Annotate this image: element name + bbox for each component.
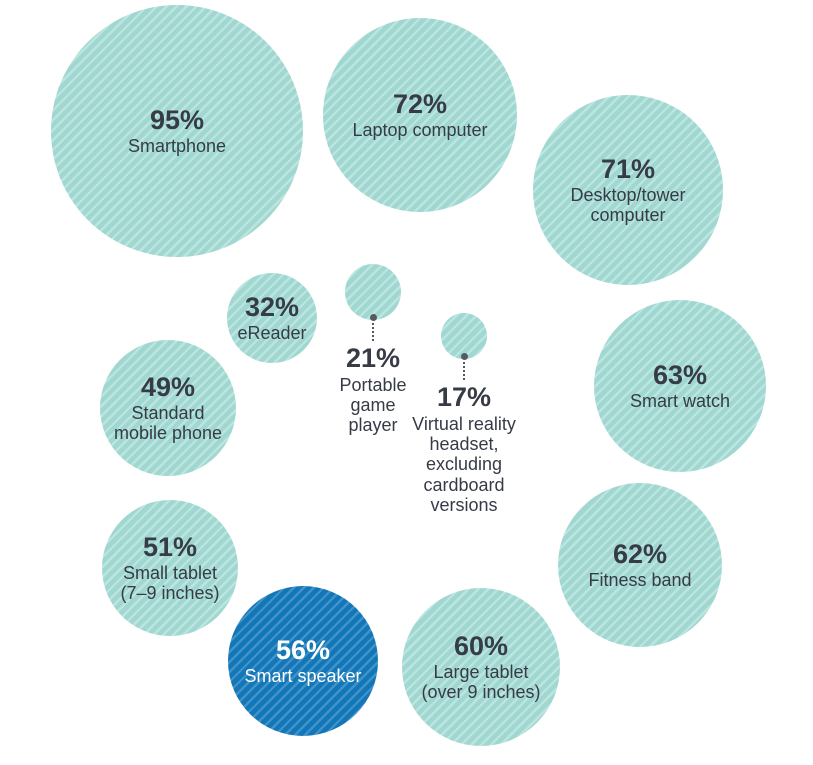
bubble-fitness-band: 62% Fitness band (558, 483, 722, 647)
bubble-label-desktop-tower-computer-line-1: computer (590, 204, 666, 225)
bubble-label-smart-speaker-line-0: Smart speaker (244, 665, 362, 686)
bubble-label-virtual-reality-headset-line-2: excluding (425, 454, 503, 475)
bubble-value-standard-mobile-phone: 49% (140, 371, 196, 402)
bubble-label-smart-watch-line-0: Smart watch (629, 390, 731, 411)
bubble-label-laptop-computer-line-0: Laptop computer (352, 119, 488, 140)
bubble-desktop-tower-computer: 71% Desktop/tower computer (533, 95, 723, 285)
bubble-value-ereader: 32% (244, 291, 300, 322)
bubble-external-label-virtual-reality-headset: 17% Virtual reality headset, excluding cardb… (374, 382, 554, 515)
bubble-label-smartphone-line-0: Smartphone (127, 135, 227, 156)
bubble-label-small-tablet-line-0: Small tablet (122, 562, 218, 583)
bubble-value-portable-game-player: 21% (345, 343, 401, 373)
bubble-value-smart-watch: 63% (652, 359, 708, 390)
bubble-large-tablet: 60% Large tablet (over 9 inches) (402, 588, 560, 746)
bubble-label-portable-game-player-line-1: game (350, 395, 396, 416)
bubble-value-fitness-band: 62% (612, 538, 668, 569)
bubble-external-label-portable-game-player: 21% Portable game player (283, 343, 463, 436)
bubble-laptop-computer: 72% Laptop computer (323, 18, 517, 212)
bubble-label-large-tablet-line-1: (over 9 inches) (421, 681, 541, 702)
bubble-small-tablet: 51% Small tablet (7–9 inches) (102, 500, 238, 636)
bubble-label-virtual-reality-headset-line-0: Virtual reality (412, 413, 516, 434)
bubble-value-laptop-computer: 72% (392, 88, 448, 119)
bubble-label-large-tablet-line-0: Large tablet (433, 661, 529, 682)
bubble-value-desktop-tower-computer: 71% (600, 153, 656, 184)
bubble-label-portable-game-player-line-0: Portable (339, 374, 407, 395)
bubble-value-smartphone: 95% (149, 104, 205, 135)
bubble-standard-mobile-phone: 49% Standard mobile phone (100, 340, 236, 476)
bubble-label-portable-game-player-line-2: player (348, 415, 398, 436)
leader-dot-virtual-reality-headset (460, 353, 468, 360)
bubble-label-virtual-reality-headset-line-3: cardboard (423, 474, 505, 495)
bubble-label-virtual-reality-headset-line-4: versions (430, 495, 498, 515)
bubble-label-ereader-line-0: eReader (237, 322, 307, 343)
bubble-label-virtual-reality-headset-line-1: headset, (429, 434, 499, 455)
bubble-label-fitness-band-line-0: Fitness band (588, 569, 692, 590)
bubble-smart-watch: 63% Smart watch (594, 300, 766, 472)
bubble-value-virtual-reality-headset: 17% (436, 382, 492, 412)
bubble-smartphone: 95% Smartphone (51, 5, 303, 257)
bubble-label-small-tablet-line-1: (7–9 inches) (120, 582, 220, 603)
bubble-value-small-tablet: 51% (142, 531, 198, 562)
bubble-label-standard-mobile-phone-line-0: Standard (131, 402, 205, 423)
bubble-portable-game-player (345, 264, 401, 320)
bubble-ereader: 32% eReader (227, 273, 317, 363)
leader-dot-portable-game-player (369, 314, 377, 321)
bubble-smart-speaker: 56% Smart speaker (228, 586, 378, 736)
bubble-value-large-tablet: 60% (453, 630, 509, 661)
leader-line-virtual-reality-headset (463, 362, 465, 380)
leader-line-portable-game-player (372, 323, 374, 341)
bubble-virtual-reality-headset (441, 313, 487, 359)
bubble-label-desktop-tower-computer-line-0: Desktop/tower (570, 184, 686, 205)
bubble-label-standard-mobile-phone-line-1: mobile phone (113, 422, 223, 443)
bubble-value-smart-speaker: 56% (275, 634, 331, 665)
